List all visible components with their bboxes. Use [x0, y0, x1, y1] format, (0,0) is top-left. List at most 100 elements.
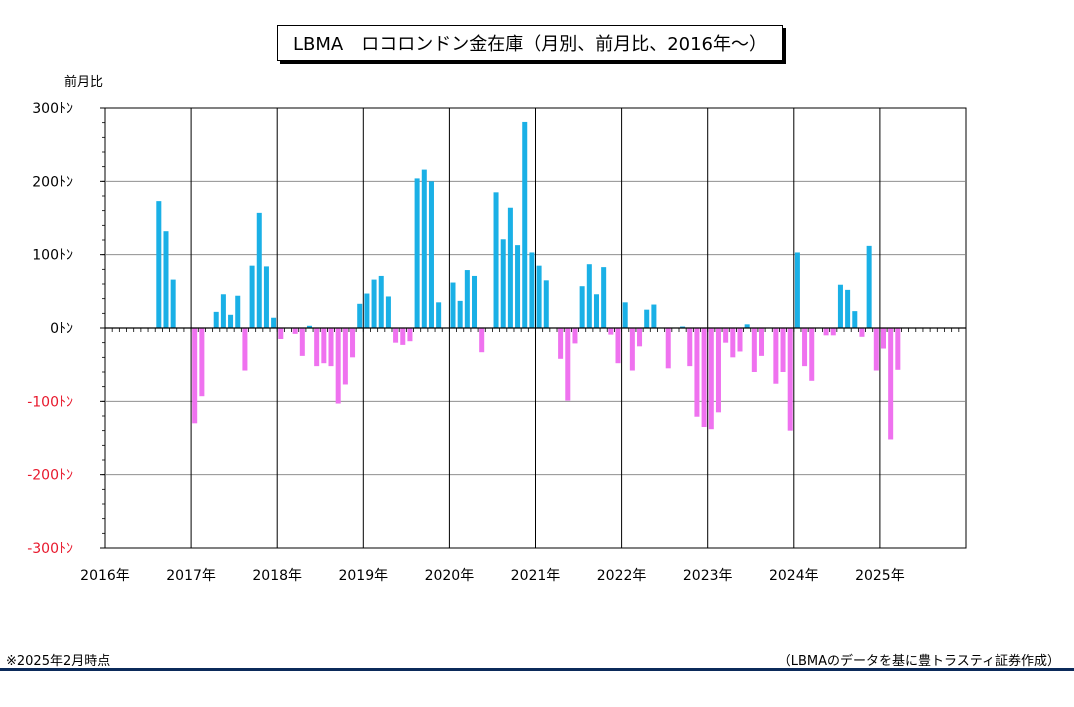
source-note: （LBMAのデータを基に豊トラスティ証券作成）	[777, 654, 1060, 669]
bar	[220, 294, 226, 328]
bar	[787, 328, 793, 431]
bar	[701, 328, 707, 427]
y-tick-label: -200ﾄﾝ	[27, 468, 73, 484]
bar	[170, 279, 176, 328]
bar	[156, 201, 162, 328]
bar	[306, 325, 312, 328]
bar	[228, 314, 234, 328]
bar	[845, 289, 851, 328]
bar	[687, 328, 693, 367]
bar	[830, 328, 836, 336]
bar	[414, 178, 420, 328]
bar	[271, 317, 277, 328]
bar	[328, 328, 334, 367]
bar	[873, 328, 879, 371]
bar	[457, 300, 463, 328]
x-tick-label: 2016年	[80, 568, 130, 584]
bar	[342, 328, 348, 385]
x-tick-label: 2022年	[597, 568, 647, 584]
bar	[357, 303, 363, 328]
bar	[837, 284, 843, 328]
bar	[694, 328, 700, 417]
bar	[644, 309, 650, 328]
bar	[895, 328, 901, 370]
bar	[163, 231, 169, 328]
x-tick-label: 2025年	[855, 568, 905, 584]
bar	[866, 245, 872, 328]
x-tick-label: 2021年	[511, 568, 561, 584]
bar	[773, 328, 779, 384]
bar	[199, 328, 205, 397]
bar	[802, 328, 808, 367]
y-tick-label: -300ﾄﾝ	[27, 541, 73, 557]
bar	[321, 328, 327, 364]
bar	[436, 302, 442, 328]
bar	[608, 328, 614, 335]
bar	[235, 295, 241, 328]
bar	[665, 328, 671, 369]
chart-title: LBMA ロコロンドン金在庫（月別、前月比、2016年～）	[277, 25, 783, 61]
bar	[515, 245, 521, 328]
bar	[888, 328, 894, 440]
y-tick-label: 200ﾄﾝ	[32, 174, 73, 190]
bar	[256, 212, 262, 328]
bottom-rule	[0, 668, 1074, 671]
bar	[393, 328, 399, 343]
bar	[299, 328, 305, 356]
x-tick-label: 2020年	[425, 568, 475, 584]
y-tick-label: -100ﾄﾝ	[27, 394, 73, 410]
bar	[464, 270, 470, 328]
bar	[249, 265, 255, 328]
bar	[479, 328, 485, 353]
bar	[242, 328, 248, 371]
bar	[593, 294, 599, 328]
bar	[572, 328, 578, 344]
bar	[192, 328, 198, 424]
bar	[558, 328, 564, 359]
bar	[637, 328, 643, 347]
bar	[651, 304, 657, 328]
bar	[629, 328, 635, 371]
bar	[292, 328, 298, 334]
bar	[278, 328, 284, 339]
bar	[493, 192, 499, 328]
bar	[680, 326, 686, 328]
bar	[586, 264, 592, 328]
bar	[472, 275, 478, 328]
bar	[744, 324, 750, 328]
bar	[536, 265, 542, 328]
bar	[780, 328, 786, 372]
bar	[213, 311, 219, 328]
bar	[751, 328, 757, 372]
bar	[859, 328, 865, 337]
bar	[450, 282, 456, 328]
bar	[794, 252, 800, 328]
bar	[522, 121, 528, 328]
bar	[615, 328, 621, 364]
bar	[421, 169, 427, 328]
bar	[579, 286, 585, 328]
x-tick-label: 2023年	[683, 568, 733, 584]
bar	[263, 266, 269, 328]
bar	[809, 328, 815, 381]
bar	[880, 328, 886, 349]
bar	[543, 280, 549, 328]
bar	[350, 328, 356, 358]
bar	[601, 267, 607, 328]
bar	[407, 328, 413, 342]
bar	[428, 181, 434, 328]
bar	[385, 296, 391, 328]
x-tick-label: 2019年	[338, 568, 388, 584]
bar	[715, 328, 721, 413]
bar	[852, 311, 858, 328]
bar	[364, 293, 370, 328]
bar	[730, 328, 736, 358]
bar	[565, 328, 571, 401]
footnote: ※2025年2月時点	[6, 654, 111, 669]
bar	[378, 275, 384, 328]
bar	[723, 328, 729, 343]
x-tick-label: 2024年	[769, 568, 819, 584]
bar	[371, 279, 377, 328]
bar	[400, 328, 406, 345]
